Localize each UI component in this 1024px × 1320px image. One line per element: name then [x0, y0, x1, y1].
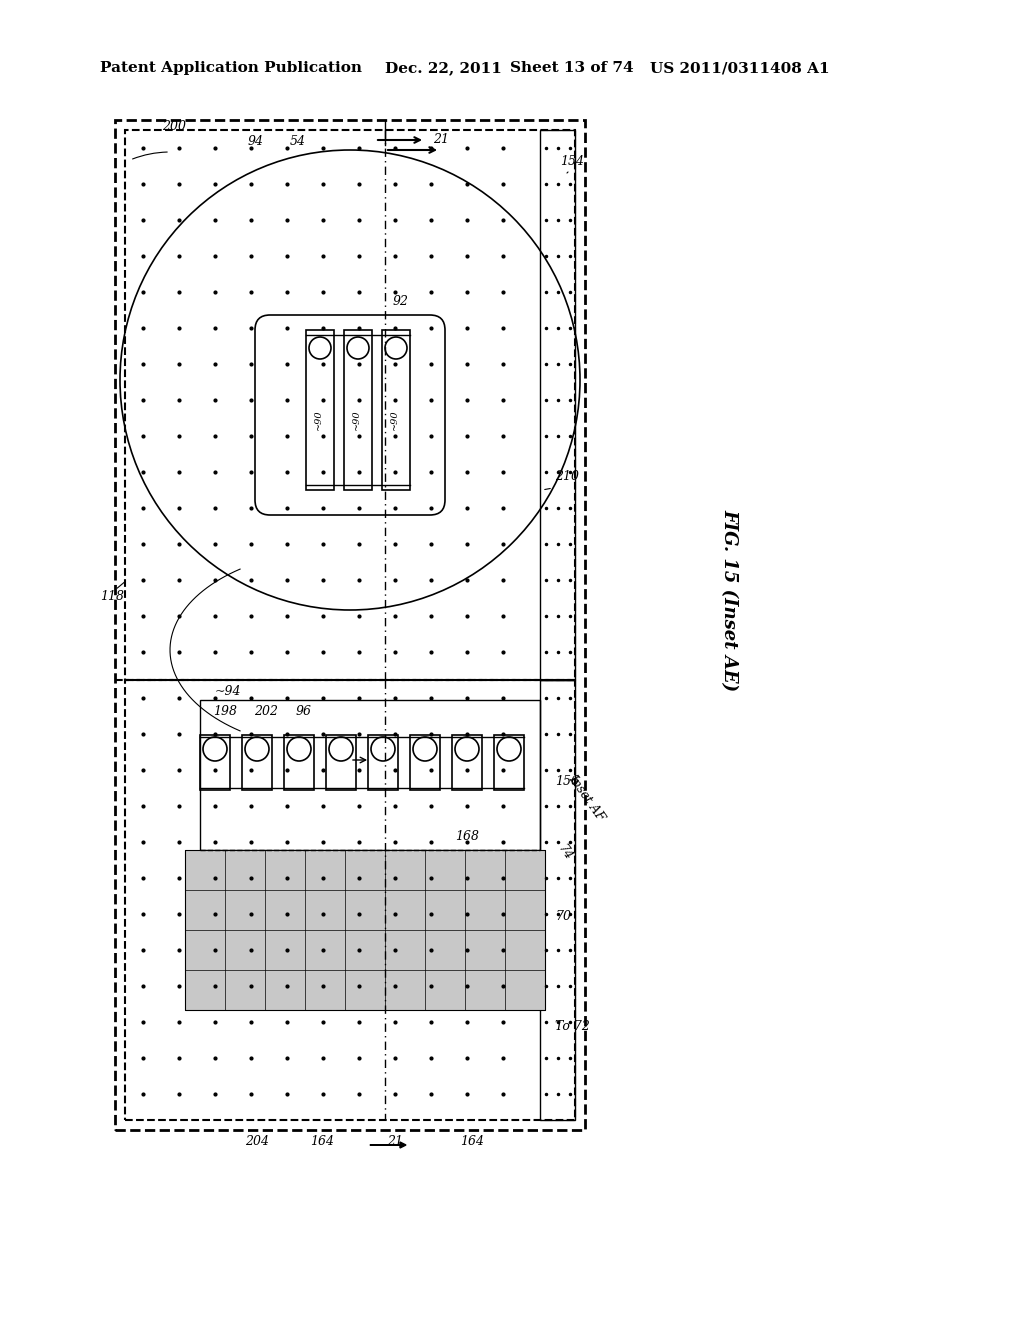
- Bar: [410, 735, 440, 789]
- Bar: [284, 735, 314, 789]
- Text: 21: 21: [433, 133, 449, 147]
- Bar: [200, 700, 540, 850]
- Text: 156: 156: [555, 775, 579, 788]
- Text: ~90: ~90: [390, 409, 399, 430]
- Text: 210: 210: [555, 470, 579, 483]
- Text: 96: 96: [296, 705, 312, 718]
- Bar: [494, 735, 524, 789]
- Text: 164: 164: [310, 1135, 334, 1148]
- Text: 168: 168: [455, 830, 479, 843]
- Bar: [306, 330, 334, 490]
- Text: 70: 70: [555, 909, 571, 923]
- Bar: [368, 735, 398, 789]
- Text: Inset AF: Inset AF: [566, 772, 607, 822]
- Bar: [200, 735, 230, 789]
- Text: 198: 198: [213, 705, 237, 718]
- Text: Sheet 13 of 74: Sheet 13 of 74: [510, 61, 634, 75]
- FancyArrow shape: [370, 1142, 406, 1148]
- Text: ~90: ~90: [314, 409, 323, 430]
- Bar: [242, 735, 272, 789]
- Text: 21: 21: [387, 1135, 403, 1148]
- Bar: [115, 120, 585, 1130]
- Bar: [185, 850, 545, 1010]
- Text: Patent Application Publication: Patent Application Publication: [100, 61, 362, 75]
- Text: 200: 200: [162, 120, 186, 133]
- Text: 154: 154: [560, 154, 584, 168]
- Bar: [125, 680, 575, 1119]
- Text: ~90: ~90: [352, 409, 361, 430]
- Text: 92: 92: [393, 294, 409, 308]
- Bar: [540, 680, 575, 1119]
- Text: To 72: To 72: [555, 1020, 590, 1034]
- Text: 94: 94: [248, 135, 264, 148]
- Text: FIG. 15 (Inset AE): FIG. 15 (Inset AE): [720, 510, 738, 692]
- Text: Dec. 22, 2011: Dec. 22, 2011: [385, 61, 502, 75]
- Text: 74: 74: [555, 842, 574, 863]
- Text: 164: 164: [460, 1135, 484, 1148]
- Bar: [452, 735, 482, 789]
- Text: 54: 54: [290, 135, 306, 148]
- Bar: [326, 735, 356, 789]
- Bar: [382, 330, 410, 490]
- Text: 202: 202: [254, 705, 278, 718]
- Text: 118: 118: [100, 590, 124, 603]
- Bar: [344, 330, 372, 490]
- Bar: [125, 129, 575, 680]
- Text: US 2011/0311408 A1: US 2011/0311408 A1: [650, 61, 829, 75]
- Text: ~94: ~94: [215, 685, 242, 698]
- Text: 204: 204: [245, 1135, 269, 1148]
- Bar: [540, 129, 575, 680]
